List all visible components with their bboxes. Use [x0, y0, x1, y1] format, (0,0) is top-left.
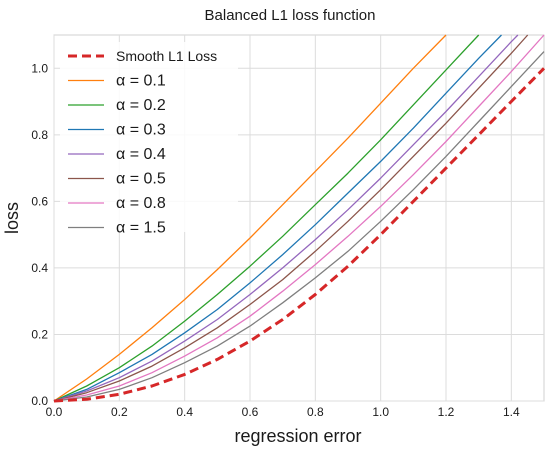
tick-labels: 0.0 0.2 0.4 0.6 0.8 1.0 1.2 1.4 0.0 0.2 0.4 0.6 0.8 1… — [31, 61, 520, 419]
y-tick-label: 0.6 — [31, 194, 48, 208]
x-tick-label: 0.4 — [176, 405, 193, 419]
series-line-2 — [53, 34, 480, 402]
series-lines — [53, 34, 546, 403]
legend-label: α = 0.8 — [116, 195, 166, 212]
series-line-0 — [53, 67, 546, 403]
series-line-7 — [53, 51, 545, 402]
legend-label: α = 0.2 — [116, 97, 166, 114]
series-line-3 — [53, 34, 502, 402]
x-tick-label: 0.0 — [46, 405, 63, 419]
series-line-5 — [53, 34, 529, 402]
y-tick-label: 0.4 — [31, 261, 48, 275]
series-line-4 — [53, 34, 519, 402]
legend: Smooth L1 Loss α = 0.1 α = 0.2 α = 0.3 α = 0… — [60, 42, 238, 237]
legend-label: α = 0.3 — [116, 122, 166, 139]
legend-label: α = 0.5 — [116, 171, 166, 188]
series-line-1 — [53, 34, 447, 402]
x-tick-label: 0.2 — [111, 405, 128, 419]
y-tick-label: 1.0 — [31, 61, 48, 75]
x-axis-label: regression error — [234, 426, 361, 446]
legend-label: α = 0.1 — [116, 73, 166, 90]
x-tick-label: 1.2 — [438, 405, 455, 419]
legend-background — [60, 42, 238, 232]
y-axis-label: loss — [2, 202, 22, 234]
x-tick-label: 0.8 — [307, 405, 324, 419]
x-tick-label: 0.6 — [242, 405, 259, 419]
x-tick-label: 1.0 — [372, 405, 389, 419]
y-tick-label: 0.2 — [31, 327, 48, 341]
chart-title: Balanced L1 loss function — [205, 7, 376, 24]
x-tick-label: 1.4 — [503, 405, 520, 419]
legend-label: α = 0.4 — [116, 146, 166, 163]
legend-label: Smooth L1 Loss — [116, 48, 217, 64]
legend-label: α = 1.5 — [116, 220, 166, 237]
y-tick-label: 0.0 — [31, 394, 48, 408]
y-tick-label: 0.8 — [31, 128, 48, 142]
series-line-6 — [53, 34, 545, 402]
